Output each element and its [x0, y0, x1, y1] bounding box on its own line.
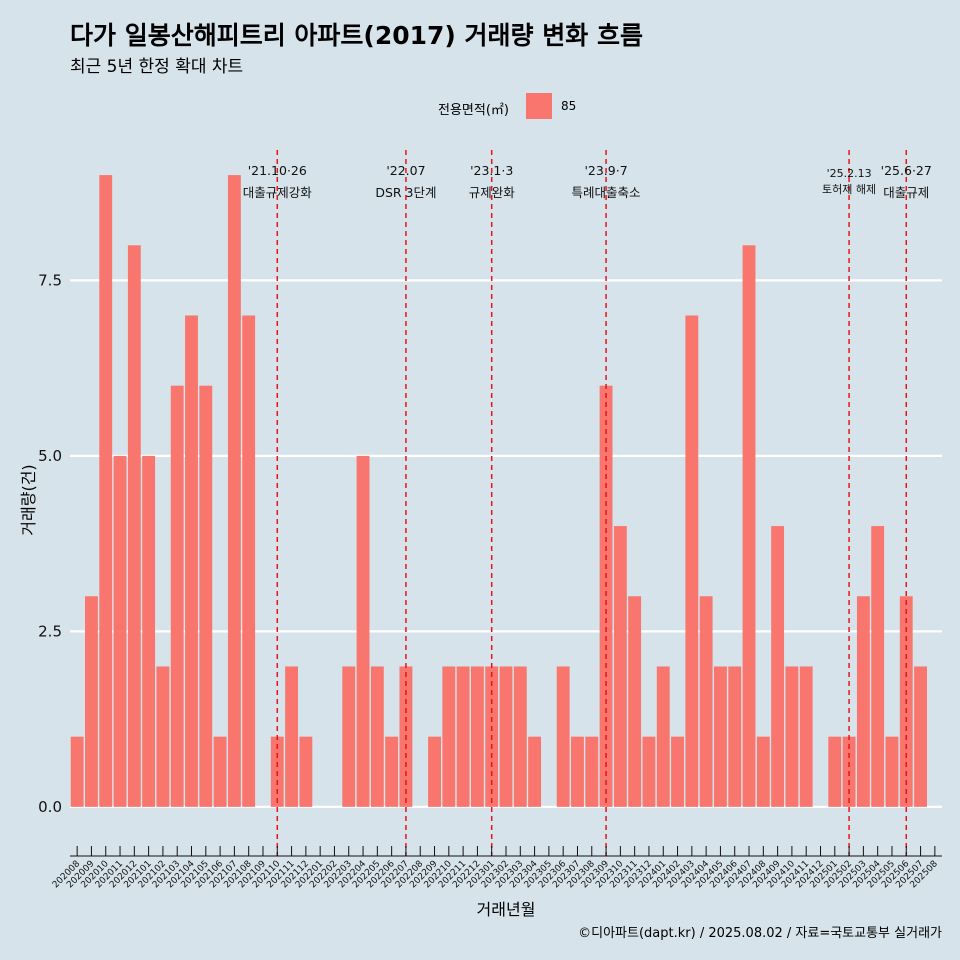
bar	[113, 455, 127, 807]
event-date-label: '25.6·27	[881, 163, 932, 178]
bar	[156, 666, 170, 807]
chart-subtitle: 최근 5년 한정 확대 차트	[70, 57, 244, 77]
bar	[685, 315, 699, 807]
bar	[442, 666, 456, 807]
bar	[528, 736, 542, 807]
bar	[799, 666, 813, 807]
bar	[571, 736, 584, 807]
event-label: 토허제 해제	[822, 182, 876, 196]
bar	[99, 175, 113, 807]
x-axis: 2020082020092020102020112020122021012021…	[51, 846, 942, 890]
bar	[142, 455, 156, 807]
bar	[127, 245, 141, 807]
bar	[642, 736, 656, 807]
event-label: 대출규제	[883, 185, 929, 200]
bar	[385, 736, 399, 807]
y-tick-label: 2.5	[38, 622, 62, 640]
bar	[613, 526, 627, 807]
bar	[914, 666, 927, 807]
y-axis: 0.0 2.5 5.0 7.5	[38, 271, 62, 815]
legend-key-85	[526, 93, 552, 119]
bar	[227, 175, 241, 807]
event-label: DSR 3단계	[375, 185, 436, 200]
bar	[470, 666, 484, 807]
bar	[428, 736, 441, 807]
bar	[771, 526, 785, 807]
bar	[656, 666, 670, 807]
event-lines: '21.10·26 대출규제강화 '22.07 DSR 3단계 '23.1·3 규제완화 '…	[243, 150, 932, 856]
bar	[170, 385, 184, 807]
bar	[699, 596, 713, 807]
event-date-label: '21.10·26	[248, 163, 307, 178]
bar	[628, 596, 642, 807]
bar	[671, 736, 684, 807]
bar	[828, 736, 842, 807]
event-label: 대출규제강화	[243, 185, 313, 200]
bar	[585, 736, 599, 807]
legend: 전용면적(㎡) 85	[0, 93, 960, 121]
bar	[885, 736, 899, 807]
bars	[70, 175, 927, 807]
legend-title: 전용면적(㎡)	[438, 103, 509, 118]
event-date-label: '25.2.13	[827, 167, 872, 180]
bar	[213, 736, 227, 807]
event-date-label: '23.1·3	[470, 163, 513, 178]
bar	[713, 666, 727, 807]
x-axis-label: 거래년월	[477, 900, 536, 919]
bar	[342, 666, 356, 807]
bar	[70, 736, 84, 807]
bar	[370, 666, 384, 807]
bar	[742, 245, 756, 807]
bar	[456, 666, 470, 807]
bar	[199, 385, 213, 807]
y-tick-label: 5.0	[38, 447, 62, 465]
bar	[756, 736, 770, 807]
bar	[285, 666, 299, 807]
bar	[728, 666, 742, 807]
event-date-label: '22.07	[386, 163, 425, 178]
y-tick-label: 7.5	[38, 271, 62, 289]
bar	[856, 596, 870, 807]
bar	[499, 666, 513, 807]
event-date-label: '23.9·7	[584, 163, 627, 178]
bar	[599, 385, 613, 807]
bar	[785, 666, 799, 807]
bar	[556, 666, 570, 807]
bar	[185, 315, 198, 807]
y-axis-label: 거래량(건)	[19, 464, 38, 535]
event-label: 규제완화	[469, 185, 516, 200]
event-label: 특례대출축소	[572, 185, 641, 200]
legend-label-85: 85	[561, 99, 577, 113]
bar	[513, 666, 527, 807]
bar	[356, 455, 370, 807]
bar	[871, 526, 885, 807]
bar	[85, 596, 98, 807]
bar	[299, 736, 313, 807]
caption: ©디아파트(dapt.kr) / 2025.08.02 / 자료=국토교통부 실…	[578, 926, 942, 941]
y-tick-label: 0.0	[38, 798, 62, 816]
bar	[242, 315, 256, 807]
chart-title: 다가 일봉산해피트리 아파트(2017) 거래량 변화 흐름	[70, 21, 643, 50]
